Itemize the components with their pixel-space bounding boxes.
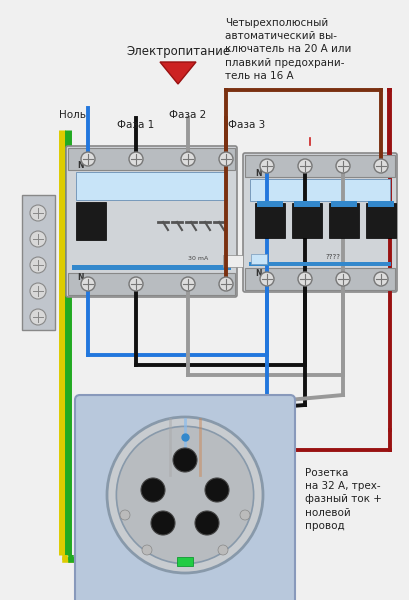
Circle shape <box>81 152 95 166</box>
Text: Четырехполюсный
автоматический вы-
ключатель на 20 А или
плавкий предохрани-
тел: Четырехполюсный автоматический вы- ключа… <box>225 18 351 81</box>
FancyBboxPatch shape <box>75 395 295 600</box>
FancyBboxPatch shape <box>243 153 397 292</box>
Text: N: N <box>256 169 262 178</box>
Circle shape <box>81 277 95 291</box>
Bar <box>329 203 359 238</box>
Text: ????: ???? <box>326 254 341 260</box>
Circle shape <box>219 152 233 166</box>
Bar <box>68 273 235 295</box>
Text: Фаза 1: Фаза 1 <box>117 120 155 130</box>
Circle shape <box>30 205 46 221</box>
Circle shape <box>173 448 197 472</box>
Bar <box>366 203 396 238</box>
Text: Фаза 2: Фаза 2 <box>169 110 207 120</box>
Circle shape <box>151 511 175 535</box>
Polygon shape <box>160 62 196 84</box>
Text: Фаза 3: Фаза 3 <box>228 120 265 130</box>
Circle shape <box>141 478 165 502</box>
Bar <box>331 201 357 207</box>
Circle shape <box>298 159 312 173</box>
Bar <box>251 254 267 264</box>
Circle shape <box>240 510 250 520</box>
Circle shape <box>374 272 388 286</box>
Circle shape <box>116 427 254 563</box>
Bar <box>72 265 231 270</box>
Bar <box>177 557 193 566</box>
Bar <box>250 179 390 201</box>
Text: N: N <box>77 274 83 283</box>
Circle shape <box>181 152 195 166</box>
Circle shape <box>30 283 46 299</box>
Circle shape <box>260 159 274 173</box>
Bar <box>245 268 395 290</box>
Bar <box>257 201 283 207</box>
FancyBboxPatch shape <box>66 146 237 297</box>
Circle shape <box>181 277 195 291</box>
Bar <box>292 203 322 238</box>
Circle shape <box>129 152 143 166</box>
Text: Ноль: Ноль <box>59 110 86 120</box>
Bar <box>76 202 106 240</box>
Circle shape <box>219 277 233 291</box>
Bar <box>68 148 235 170</box>
Bar <box>245 155 395 177</box>
Bar <box>223 255 243 267</box>
Circle shape <box>30 309 46 325</box>
Circle shape <box>30 257 46 273</box>
Text: Электропитание: Электропитание <box>126 45 230 58</box>
Circle shape <box>107 417 263 573</box>
Text: N: N <box>77 161 83 170</box>
Bar <box>255 203 285 238</box>
Circle shape <box>30 231 46 247</box>
Bar <box>368 201 394 207</box>
Circle shape <box>260 272 274 286</box>
Circle shape <box>336 272 350 286</box>
Circle shape <box>336 159 350 173</box>
Bar <box>294 201 320 207</box>
Circle shape <box>142 545 152 555</box>
Text: N: N <box>256 269 262 277</box>
Bar <box>76 172 227 200</box>
Text: 30 mA: 30 mA <box>188 256 208 261</box>
Bar <box>22 195 55 330</box>
Circle shape <box>195 511 219 535</box>
Circle shape <box>120 510 130 520</box>
Bar <box>249 262 391 266</box>
Circle shape <box>129 277 143 291</box>
Circle shape <box>205 478 229 502</box>
Circle shape <box>298 272 312 286</box>
Text: Розетка
на 32 А, трех-
фазный ток +
нолевой
провод: Розетка на 32 А, трех- фазный ток + ноле… <box>305 468 382 531</box>
Circle shape <box>374 159 388 173</box>
Circle shape <box>218 545 228 555</box>
